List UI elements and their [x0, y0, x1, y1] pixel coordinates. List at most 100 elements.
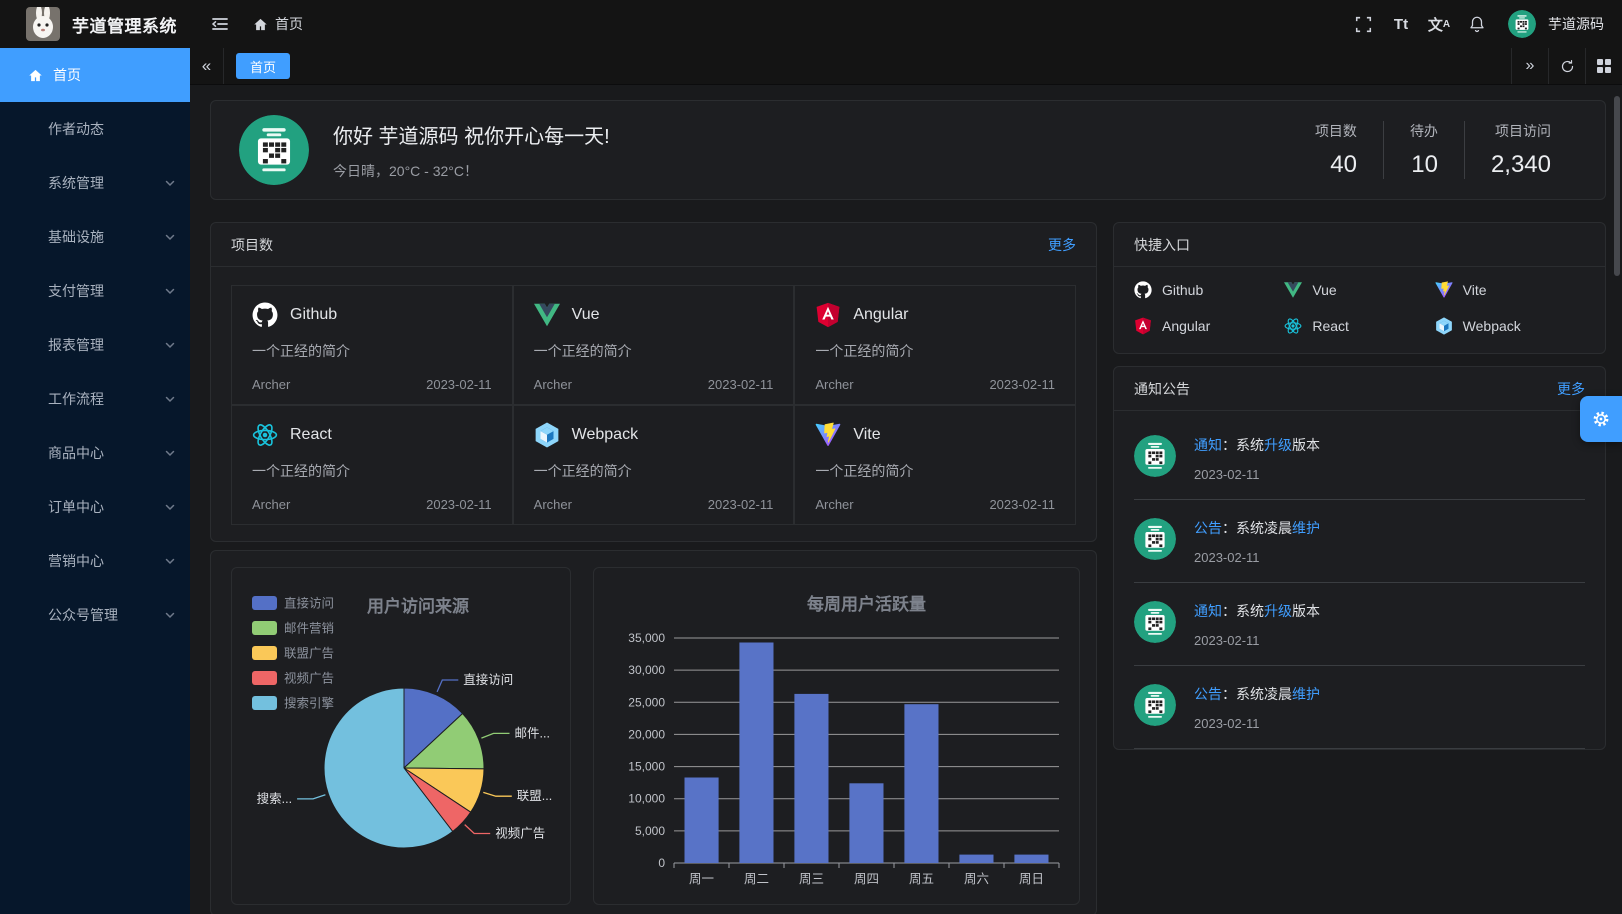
- project-date: 2023-02-11: [426, 497, 492, 512]
- svg-text:周三: 周三: [799, 872, 824, 886]
- notice-avatar: [1134, 684, 1176, 726]
- settings-fab[interactable]: [1580, 396, 1622, 442]
- quick-entry-github[interactable]: Github: [1134, 281, 1284, 299]
- svg-text:周五: 周五: [909, 872, 934, 886]
- notice-title: 公告：系统凌晨维护: [1194, 686, 1320, 702]
- sidebar-item-label: 商品中心: [48, 445, 104, 461]
- app-logo: [26, 7, 60, 41]
- sidebar-item-infra[interactable]: 基础设施: [0, 210, 190, 264]
- notice-date: 2023-02-11: [1194, 633, 1260, 648]
- project-date: 2023-02-11: [989, 497, 1055, 512]
- username[interactable]: 芋道源码: [1548, 16, 1604, 32]
- sidebar-item-label: 首页: [53, 67, 81, 83]
- notice-item[interactable]: 公告：系统凌晨维护 2023-02-11: [1134, 666, 1585, 749]
- angular-icon: [815, 302, 841, 328]
- quick-entry-label: Angular: [1162, 318, 1211, 334]
- sidebar-item-marketing[interactable]: 营销中心: [0, 534, 190, 588]
- react-icon: [252, 422, 278, 448]
- project-card-webpack[interactable]: Webpack 一个正经的简介 Archer 2023-02-11: [512, 405, 795, 525]
- expand-tabs-button[interactable]: »: [1511, 48, 1548, 84]
- project-desc: 一个正经的简介: [815, 463, 914, 479]
- svg-text:周二: 周二: [744, 872, 769, 886]
- quick-entry-label: Github: [1162, 282, 1204, 298]
- project-card-vue[interactable]: Vue 一个正经的简介 Archer 2023-02-11: [512, 285, 795, 405]
- project-name: Angular: [853, 306, 909, 323]
- svg-text:周一: 周一: [689, 872, 714, 886]
- project-card-angular[interactable]: Angular 一个正经的简介 Archer 2023-02-11: [794, 285, 1076, 405]
- sidebar-item-label: 基础设施: [48, 229, 104, 245]
- sidebar-item-home[interactable]: 首页: [0, 48, 190, 102]
- project-card-vite[interactable]: Vite 一个正经的简介 Archer 2023-02-11: [794, 405, 1076, 525]
- welcome-card: 你好 芋道源码 祝你开心每一天! 今日晴，20°C - 32°C！ 项目数 40…: [210, 100, 1606, 200]
- sidebar-item-system[interactable]: 系统管理: [0, 156, 190, 210]
- vite-icon: [815, 422, 841, 448]
- sidebar-item-order[interactable]: 订单中心: [0, 480, 190, 534]
- svg-text:周日: 周日: [1019, 872, 1044, 886]
- project-card-react[interactable]: React 一个正经的简介 Archer 2023-02-11: [231, 405, 513, 525]
- quick-entry-vite[interactable]: Vite: [1435, 281, 1585, 299]
- sidebar-item-label: 订单中心: [48, 499, 104, 515]
- stat-projects: 项目数 40: [1314, 123, 1357, 178]
- sidebar-item-mp[interactable]: 公众号管理: [0, 588, 190, 642]
- sidebar-item-workflow[interactable]: 工作流程: [0, 372, 190, 426]
- tab-home[interactable]: 首页: [236, 53, 291, 79]
- project-date: 2023-02-11: [707, 497, 774, 512]
- welcome-stats: 项目数 40 待办 10 项目访问 2,340: [1289, 121, 1577, 179]
- svg-text:35,000: 35,000: [628, 631, 665, 645]
- svg-text:联盟...: 联盟...: [517, 789, 552, 803]
- quick-entry-webpack[interactable]: Webpack: [1435, 317, 1585, 335]
- breadcrumb[interactable]: 首页: [253, 14, 303, 34]
- webpack-icon: [1435, 317, 1453, 335]
- projects-card-title: 项目数: [231, 236, 273, 253]
- bar-chart: 每周用户活跃量 0 5,000 10,000 15,000 20,000 25,000 30,…: [593, 567, 1080, 905]
- sidebar-item-payment[interactable]: 支付管理: [0, 264, 190, 318]
- sidebar-item-product[interactable]: 商品中心: [0, 426, 190, 480]
- svg-text:搜索...: 搜索...: [257, 791, 292, 806]
- svg-text:用户访问来源: 用户访问来源: [367, 596, 469, 616]
- quick-entry-vue[interactable]: Vue: [1284, 281, 1434, 299]
- content-scrollbar[interactable]: [1614, 96, 1620, 276]
- svg-text:5,000: 5,000: [635, 824, 665, 838]
- vue-icon: [1284, 281, 1303, 299]
- notification-bell-icon[interactable]: [1460, 7, 1494, 41]
- sidebar-item-label: 系统管理: [48, 175, 104, 191]
- notice-avatar: [1134, 601, 1176, 643]
- quick-entry-angular[interactable]: Angular: [1134, 317, 1284, 335]
- quick-entry-label: Webpack: [1462, 318, 1521, 334]
- user-avatar[interactable]: [1508, 10, 1536, 38]
- welcome-greeting: 你好 芋道源码 祝你开心每一天!: [333, 125, 610, 148]
- project-card-github[interactable]: Github 一个正经的简介 Archer 2023-02-11: [231, 285, 513, 405]
- svg-text:每周用户活跃量: 每周用户活跃量: [807, 594, 926, 614]
- refresh-button[interactable]: [1548, 48, 1585, 84]
- fullscreen-icon[interactable]: [1346, 7, 1380, 41]
- font-size-icon[interactable]: Tt: [1393, 15, 1409, 33]
- layout-grid-button[interactable]: [1585, 48, 1622, 84]
- quick-entry-react[interactable]: React: [1284, 317, 1434, 335]
- project-author: Archer: [815, 377, 854, 392]
- project-name: Vite: [853, 426, 881, 443]
- sidebar-item-report[interactable]: 报表管理: [0, 318, 190, 372]
- pie-chart: 用户访问来源 直接访问 邮件营销 联盟广告 视频广告 搜索引擎 直接访问 邮件... 联盟...…: [231, 567, 571, 905]
- breadcrumb-home-icon: [253, 17, 268, 32]
- notice-item[interactable]: 通知：系统升级版本 2023-02-11: [1134, 583, 1585, 666]
- svg-text:直接访问: 直接访问: [463, 672, 513, 687]
- notices-more-link[interactable]: 更多: [1557, 380, 1585, 397]
- stat-visits: 项目访问 2,340: [1463, 121, 1577, 179]
- svg-text:10,000: 10,000: [628, 792, 665, 806]
- project-author: Archer: [252, 377, 291, 392]
- notice-date: 2023-02-11: [1194, 716, 1260, 731]
- project-desc: 一个正经的简介: [252, 463, 350, 479]
- projects-more-link[interactable]: 更多: [1048, 236, 1076, 253]
- menu-fold-icon[interactable]: [203, 7, 237, 41]
- notice-item[interactable]: 公告：系统凌晨维护 2023-02-11: [1134, 500, 1585, 583]
- project-name: React: [290, 426, 332, 443]
- sidebar-item-author-news[interactable]: 作者动态: [0, 102, 190, 156]
- svg-text:视频广告: 视频广告: [495, 826, 545, 841]
- project-name: Github: [290, 306, 338, 323]
- project-desc: 一个正经的简介: [815, 343, 914, 359]
- collapse-tabs-button[interactable]: «: [190, 48, 224, 84]
- notice-item[interactable]: 通知：系统升级版本 2023-02-11: [1134, 417, 1585, 500]
- notice-date: 2023-02-11: [1194, 467, 1260, 482]
